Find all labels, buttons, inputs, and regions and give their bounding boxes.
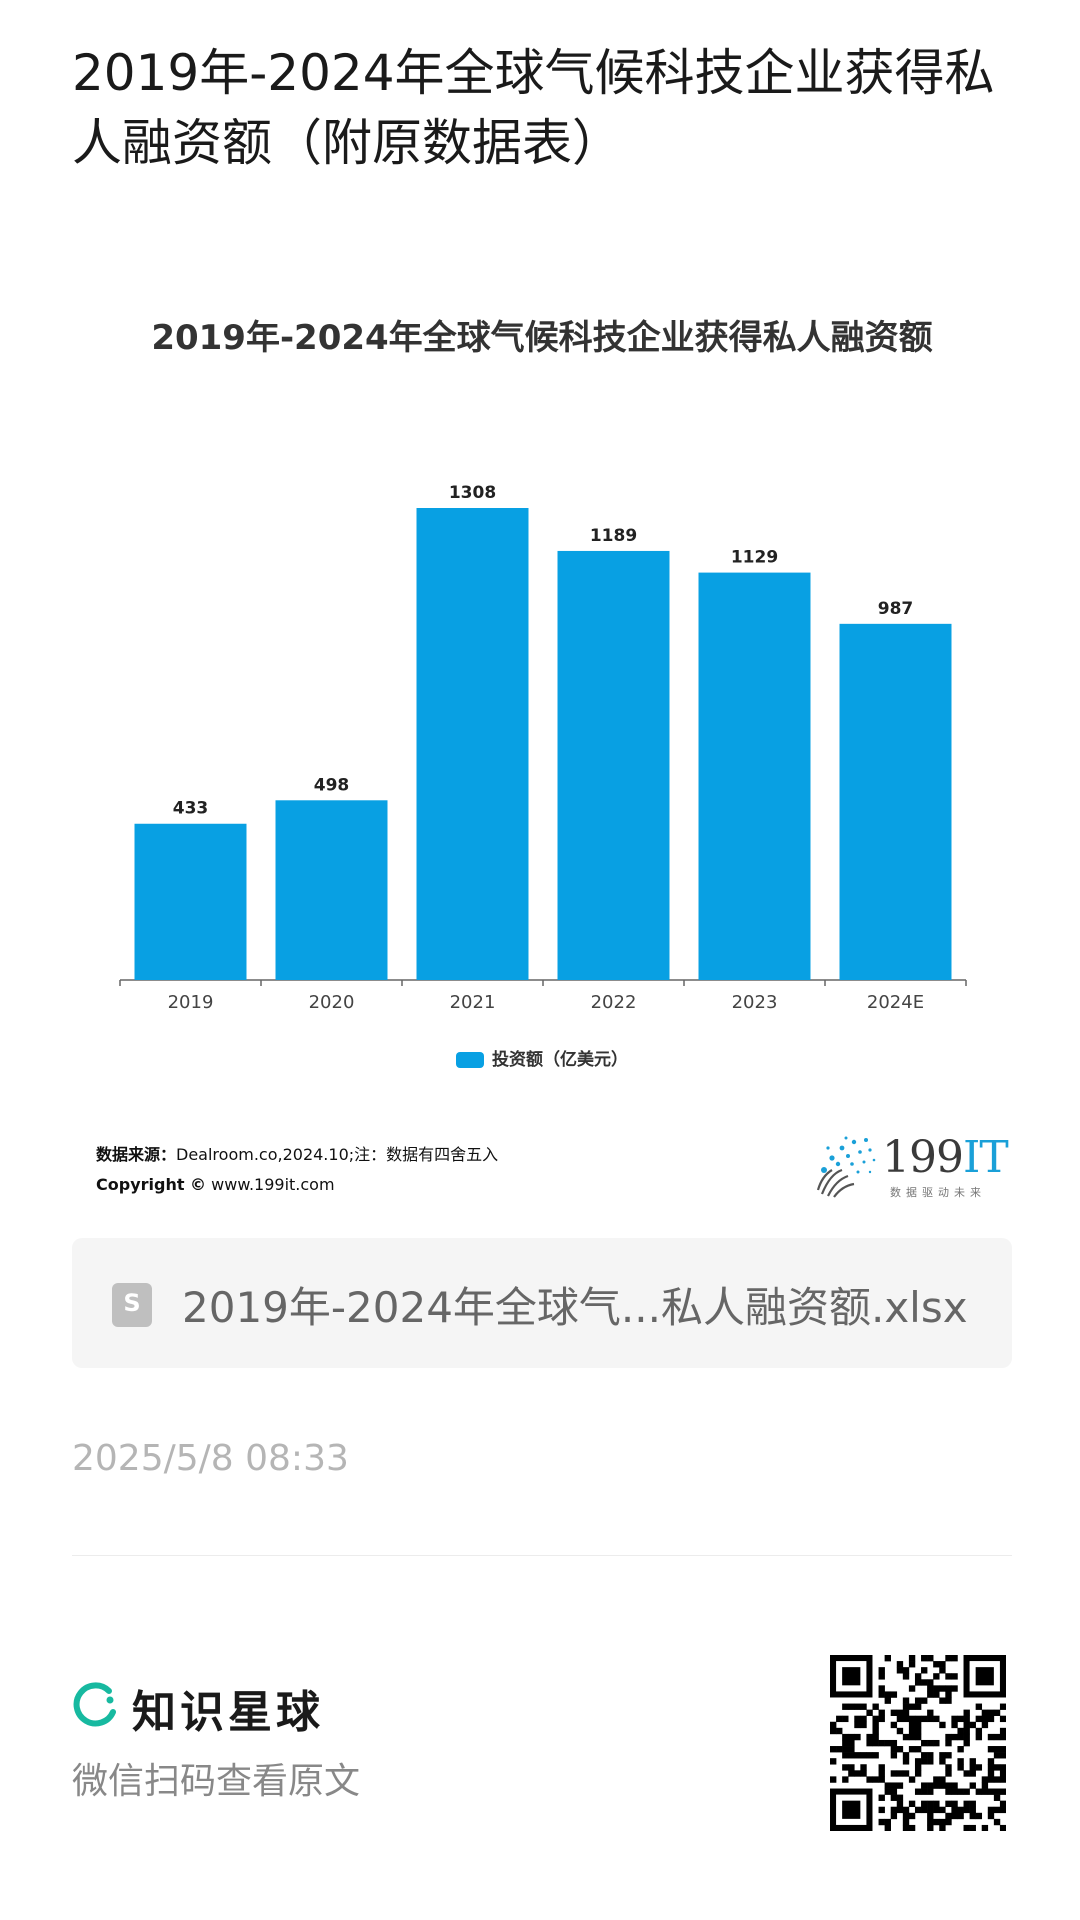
x-tick-label-2019: 2019 bbox=[168, 992, 214, 1013]
bar-2023 bbox=[698, 572, 811, 980]
divider bbox=[72, 1555, 1012, 1556]
bar-2024E bbox=[839, 623, 952, 980]
data-label-2024E: 987 bbox=[878, 599, 914, 619]
bar-2019 bbox=[134, 823, 247, 980]
page-title: 2019年-2024年全球气候科技企业获得私人融资额（附原数据表） bbox=[72, 44, 995, 172]
legend-label: 投资额（亿美元） bbox=[492, 1050, 628, 1070]
x-tick-label-2020: 2020 bbox=[309, 992, 355, 1013]
planet-ring-icon bbox=[73, 1682, 116, 1727]
chart-title: 2019年-2024年全球气候科技企业获得私人融资额 bbox=[151, 318, 933, 358]
x-tick-label-2022: 2022 bbox=[591, 992, 637, 1013]
attachment-file-name: 2019年-2024年全球气...私人融资额.xlsx bbox=[182, 1283, 968, 1332]
source-label: 数据来源： bbox=[96, 1145, 177, 1164]
data-label-2021: 1308 bbox=[449, 483, 496, 503]
logo-main: 199 bbox=[882, 1132, 964, 1183]
x-tick-label-2021: 2021 bbox=[450, 992, 496, 1013]
x-tick-label-2024E: 2024E bbox=[867, 992, 924, 1013]
data-label-2023: 1129 bbox=[731, 548, 778, 568]
legend-swatch bbox=[456, 1052, 484, 1068]
bar-2022 bbox=[557, 550, 670, 980]
brand-name: 知识星球 bbox=[132, 1687, 324, 1738]
logo-accent: IT bbox=[962, 1132, 1009, 1183]
spreadsheet-icon bbox=[112, 1283, 152, 1327]
dot-burst-icon bbox=[816, 1136, 876, 1198]
bar-2021 bbox=[416, 508, 529, 980]
chart-plot-area: 433 2019 498 2020 1308 2021 1189 2022 1129 2023 98… bbox=[119, 483, 967, 1013]
x-tick-label-2023: 2023 bbox=[732, 992, 778, 1013]
attachment-card[interactable]: 2019年-2024年全球气...私人融资额.xlsx bbox=[72, 1238, 1012, 1368]
qr-code[interactable] bbox=[830, 1655, 1006, 1831]
data-label-2019: 433 bbox=[173, 799, 209, 819]
199it-logo: 199IT 数据驱动未来 bbox=[812, 1130, 1009, 1206]
chart-legend: 投资额（亿美元） bbox=[72, 1045, 1012, 1070]
bar-chart: 2019年-2024年全球气候科技企业获得私人融资额 433 2019 498 202… bbox=[72, 300, 1012, 1220]
copyright-label: Copyright © bbox=[96, 1175, 207, 1194]
source-text: Dealroom.co,2024.10;注：数据有四舍五入 bbox=[176, 1145, 499, 1164]
copyright-text: www.199it.com bbox=[206, 1175, 335, 1194]
logo-tagline: 数据驱动未来 bbox=[890, 1186, 986, 1199]
logo-wordmark: 199IT bbox=[882, 1132, 1009, 1183]
data-label-2020: 498 bbox=[314, 775, 350, 795]
scan-instruction: 微信扫码查看原文 bbox=[72, 1761, 361, 1802]
source-block: 数据来源：Dealroom.co,2024.10;注：数据有四舍五入 Copyr… bbox=[96, 1140, 498, 1200]
post-timestamp: 2025/5/8 08:33 bbox=[72, 1438, 349, 1479]
data-label-2022: 1189 bbox=[590, 526, 637, 546]
bar-2020 bbox=[275, 800, 388, 980]
